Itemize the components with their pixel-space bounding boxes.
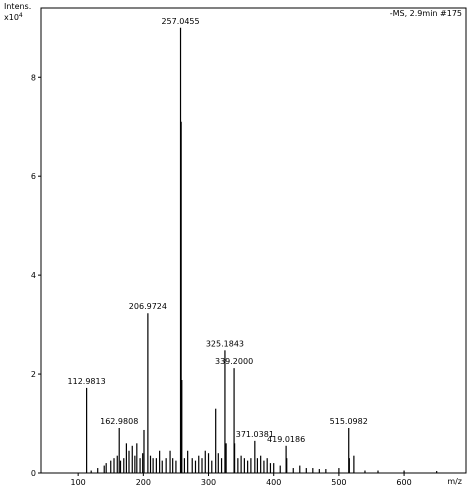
x-tick-label: 300 bbox=[201, 478, 216, 487]
x-axis-label: m/z bbox=[447, 477, 462, 486]
y-tick-label: 0 bbox=[31, 469, 36, 478]
peak-label: 162.9808 bbox=[100, 417, 138, 426]
x-tick-label: 500 bbox=[331, 478, 346, 487]
peak-label: 325.1843 bbox=[206, 339, 244, 348]
plot-frame bbox=[40, 7, 467, 474]
chart-title: -MS, 2.9min #175 bbox=[390, 9, 462, 18]
peak-label: 339.2000 bbox=[215, 357, 253, 366]
y-multiplier: x104 bbox=[4, 12, 23, 22]
y-tick-label: 8 bbox=[31, 73, 36, 82]
y-multiplier-exp: 4 bbox=[19, 12, 23, 19]
x-tick-label: 400 bbox=[266, 478, 281, 487]
x-tick-label: 600 bbox=[396, 478, 411, 487]
peak-label: 515.0982 bbox=[330, 417, 368, 426]
y-tick-label: 2 bbox=[31, 370, 36, 379]
peak-label: 206.9724 bbox=[129, 302, 167, 311]
peak-label: 371.0381 bbox=[236, 430, 274, 439]
peak-label: 419.0186 bbox=[267, 435, 305, 444]
y-tick-label: 4 bbox=[31, 271, 36, 280]
x-tick-label: 200 bbox=[136, 478, 151, 487]
y-multiplier-base: x10 bbox=[4, 13, 19, 22]
y-axis-label: Intens. bbox=[4, 2, 31, 11]
x-tick-label: 100 bbox=[71, 478, 86, 487]
peak-label: 257.0455 bbox=[161, 17, 199, 26]
peak-label: 112.9813 bbox=[68, 377, 106, 386]
y-tick-label: 6 bbox=[31, 172, 36, 181]
